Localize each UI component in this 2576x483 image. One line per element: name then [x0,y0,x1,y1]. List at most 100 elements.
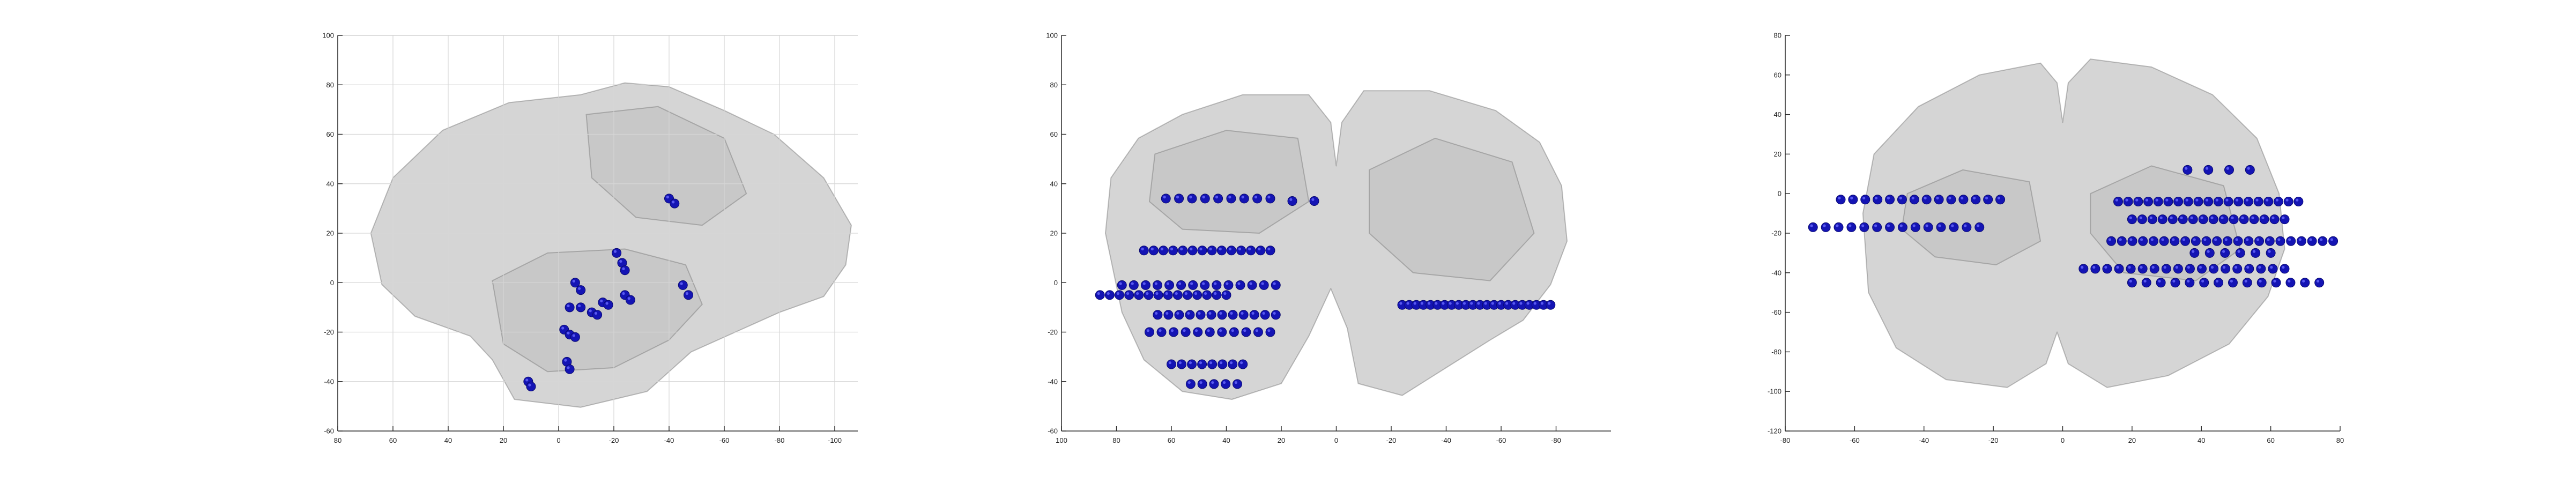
electrode-highlight [1874,224,1877,227]
electrode-highlight [2163,266,2166,269]
electrode-highlight [2258,266,2261,269]
electrode-contact [2254,236,2265,246]
electrode-contact [1958,195,1969,205]
electrode-highlight [2190,216,2193,219]
electrode-highlight [1230,311,1233,315]
electrode-highlight [2246,238,2249,241]
electrode-highlight [1406,302,1409,305]
electrode-highlight [1199,381,1202,384]
electrode-highlight [561,326,565,330]
electrode-highlight [1107,292,1110,295]
electrode-contact [1909,195,1919,205]
y-tick-label: -60 [1771,308,1781,316]
electrode-contact [1259,280,1269,290]
electrode-highlight [2092,266,2096,269]
electrode-contact [1253,327,1263,337]
electrode-highlight [1861,224,1865,227]
electrode-contact [1249,310,1259,320]
electrode-contact [1153,290,1163,300]
brain-lobe [2090,165,2241,281]
electrode-highlight [1248,247,1251,251]
electrode-highlight [2165,198,2169,202]
electrode-contact [2233,236,2243,246]
electrode-highlight [1925,224,1928,227]
electrode-contact [1207,359,1218,369]
electrode-contact [1836,195,1846,205]
brain-lobe [1901,169,2042,265]
electrode-highlight [2116,266,2119,269]
electrode-contact [1223,280,1234,290]
electrode-contact [2244,236,2254,246]
electrode-highlight [1176,196,1179,199]
electrode-highlight [1231,329,1234,332]
brain-outline [1105,90,1568,400]
electrode-contact [612,248,622,258]
y-tick-label: -20 [324,328,334,336]
electrode-highlight [1215,196,1219,199]
electrode-highlight [2302,279,2305,283]
electrode-highlight [589,309,592,313]
electrode-contact [2328,236,2339,246]
electrode-highlight [2288,238,2291,241]
electrode-highlight [1456,302,1459,305]
electrode-contact [1846,222,1857,232]
electrode-contact [1174,194,1184,204]
y-tick-label: 40 [326,180,334,188]
electrode-highlight [1219,361,1223,365]
x-tick-label: -40 [1441,436,1451,444]
electrode-contact [1946,195,1956,205]
electrode-contact [1910,222,1920,232]
electrode-highlight [1183,329,1186,332]
electrode-contact [2156,278,2166,288]
x-tick-label: 20 [1278,436,1285,444]
electrode-contact [2114,264,2124,274]
electrode-highlight [1261,282,1264,285]
electrode-highlight [680,282,683,285]
electrode-contact [1238,359,1248,369]
y-tick-label: 100 [1046,32,1058,40]
electrode-highlight [1836,224,1839,227]
electrode-highlight [567,366,570,369]
electrode-contact [1897,195,1907,205]
electrode-contact [2147,214,2157,225]
electrode-highlight [1142,282,1146,285]
electrode-contact [2133,196,2143,206]
electrode-highlight [1273,282,1276,285]
electrode-contact [2212,236,2222,246]
y-tick-label: 80 [326,81,334,89]
electrode-contact [2180,236,2191,246]
electrode-highlight [2215,198,2218,202]
electrode-contact [1200,194,1210,204]
electrode-contact [526,381,536,391]
electrode-highlight [2139,216,2142,219]
electrode-contact [2163,196,2173,206]
electrode-contact [2300,278,2310,288]
electrode-contact [2229,214,2239,225]
x-tick-label: 40 [444,436,452,444]
electrode-contact [1205,327,1215,337]
electrode-contact [1196,310,1206,320]
electrode-highlight [528,383,531,387]
electrode-highlight [1491,302,1494,305]
electrode-contact [2167,214,2178,225]
electrode-contact [1134,290,1144,300]
electrode-highlight [2140,266,2143,269]
electrode-contact [1167,359,1176,369]
electrode-highlight [2244,279,2247,283]
electrode-contact [1188,280,1198,290]
electrode-contact [1235,280,1245,290]
electrode-contact [2209,264,2219,274]
electrode-highlight [2172,279,2176,283]
coronal-panel: 100 80 60 40 20 0 -20 -40 -60 -80 100 80 60 40 20 0 -20 -… [858,0,1716,483]
electrode-contact [2283,196,2293,206]
electrode-highlight [2155,198,2158,202]
electrode-highlight [672,200,675,204]
electrode-contact [2183,196,2193,206]
electrode-highlight [1420,302,1424,305]
electrode-highlight [1533,302,1536,305]
electrode-contact [1962,222,1972,232]
electrode-highlight [567,304,570,308]
electrode-highlight [2185,167,2188,170]
y-tick-label: 80 [1050,81,1058,89]
electrode-contact [2203,165,2214,175]
